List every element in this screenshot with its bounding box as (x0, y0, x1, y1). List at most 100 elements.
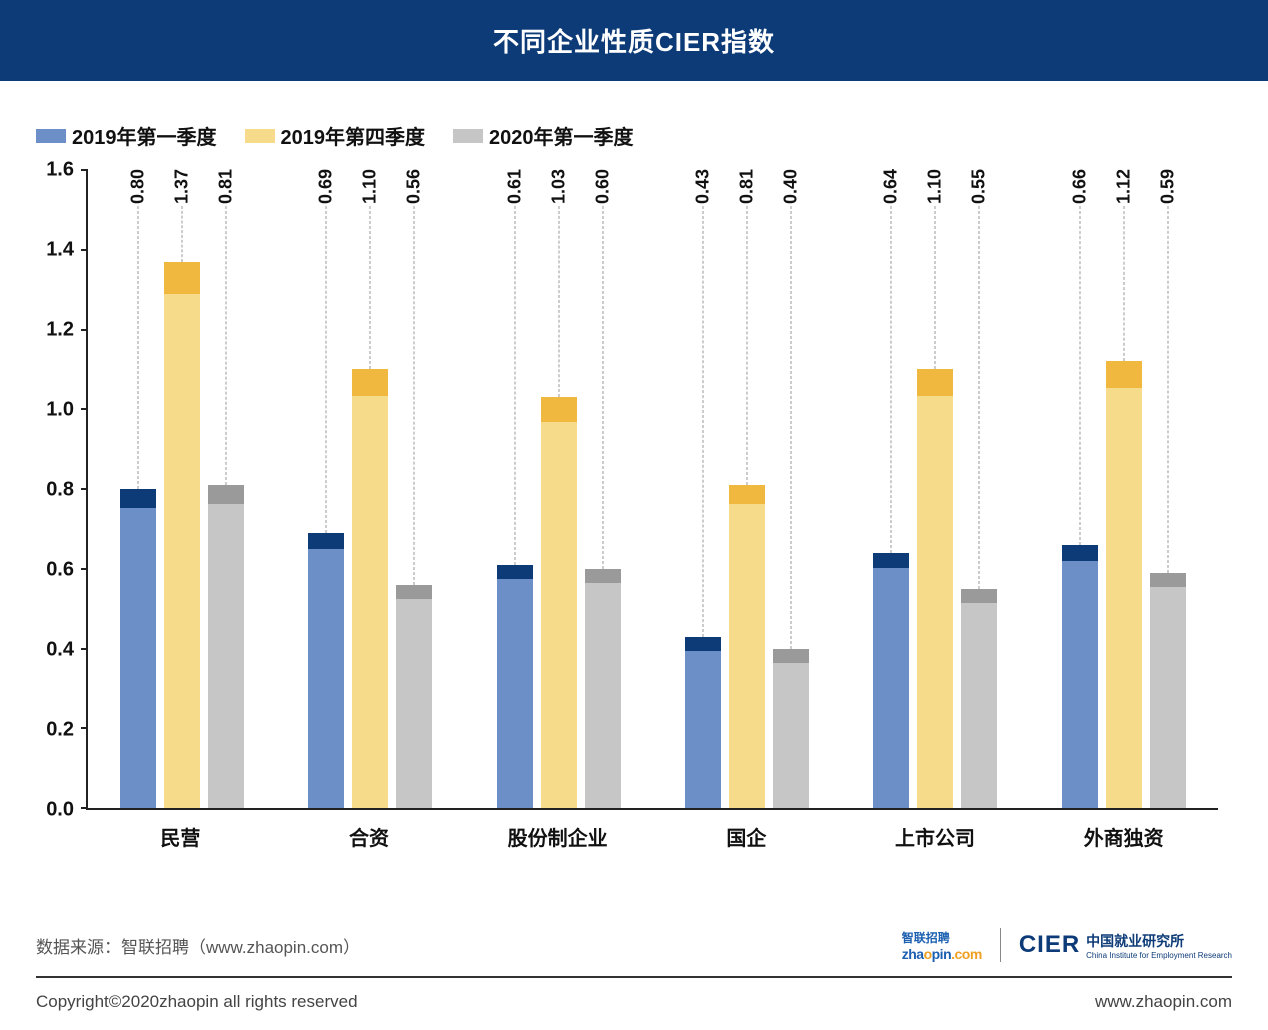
bar-column: 0.80 (120, 170, 156, 808)
value-label: 0.56 (404, 169, 425, 204)
bar-group: 0.64 1.10 0.55 (841, 170, 1029, 808)
bar-cap (585, 569, 621, 583)
legend-item: 2019年第四季度 (245, 121, 426, 150)
legend-item: 2019年第一季度 (36, 121, 217, 150)
bar-column: 0.61 (497, 170, 533, 808)
y-tick-mark (81, 727, 88, 729)
legend-label: 2019年第四季度 (281, 121, 426, 150)
bar (541, 397, 577, 808)
bar-cap (729, 485, 765, 504)
plot-area: 0.80 1.37 0.81 0.69 1.10 0.56 0.61 1.03 0.60 0.43… (86, 170, 1218, 810)
bar-cap (541, 397, 577, 422)
chart-title: 不同企业性质CIER指数 (0, 0, 1268, 81)
zhaopin-logo: 智联招聘 zhaopin.com (902, 929, 982, 962)
footer-url: www.zhaopin.com (1095, 992, 1232, 1012)
bar (120, 489, 156, 808)
y-axis: 0.00.20.40.60.81.01.21.41.6 (36, 170, 80, 810)
value-label: 1.10 (360, 169, 381, 204)
y-tick-mark (81, 169, 88, 171)
y-tick-mark (81, 329, 88, 331)
leader-line (1079, 206, 1080, 545)
bar (961, 589, 997, 808)
value-label: 0.64 (881, 169, 902, 204)
value-label: 1.03 (548, 169, 569, 204)
bar (1062, 545, 1098, 808)
bar-group: 0.43 0.81 0.40 (653, 170, 841, 808)
bar (685, 637, 721, 808)
bar-cap (308, 533, 344, 550)
bar (1106, 361, 1142, 808)
cier-logo-cn: 中国就业研究所 (1086, 931, 1232, 951)
bar-column: 0.40 (773, 170, 809, 808)
leader-line (935, 206, 936, 369)
cier-logo: CIER 中国就业研究所 China Institute for Employm… (1019, 931, 1232, 960)
y-tick-label: 0.2 (46, 719, 74, 742)
value-label: 0.40 (781, 169, 802, 204)
leader-line (414, 206, 415, 585)
value-label: 0.81 (216, 169, 237, 204)
value-label: 1.10 (925, 169, 946, 204)
leader-line (226, 206, 227, 485)
leader-line (370, 206, 371, 369)
y-tick-label: 0.6 (46, 559, 74, 582)
value-label: 1.12 (1113, 169, 1134, 204)
legend-label: 2019年第一季度 (72, 121, 217, 150)
legend-swatch (245, 129, 275, 143)
y-tick-mark (81, 249, 88, 251)
bar-column: 0.43 (685, 170, 721, 808)
data-source: 数据来源：智联招聘（www.zhaopin.com） (36, 933, 360, 958)
y-tick-mark (81, 488, 88, 490)
bar-column: 1.12 (1106, 170, 1142, 808)
leader-line (326, 206, 327, 533)
y-tick-label: 1.6 (46, 159, 74, 182)
value-label: 0.80 (128, 169, 149, 204)
bar-cap (1106, 361, 1142, 388)
value-label: 0.81 (737, 169, 758, 204)
bar-column: 1.03 (541, 170, 577, 808)
value-label: 0.69 (316, 169, 337, 204)
bar-cap (873, 553, 909, 568)
y-tick-mark (81, 648, 88, 650)
bar-column: 0.66 (1062, 170, 1098, 808)
bar (917, 369, 953, 808)
bar-column: 0.81 (729, 170, 765, 808)
y-tick-mark (81, 807, 88, 809)
leader-line (514, 206, 515, 565)
bar-cap (164, 262, 200, 295)
bar-column: 0.81 (208, 170, 244, 808)
leader-line (747, 206, 748, 485)
leader-line (1123, 206, 1124, 361)
bar-column: 1.10 (352, 170, 388, 808)
x-tick-label: 合资 (275, 814, 464, 850)
zhaopin-logo-en: zhaopin.com (902, 946, 982, 962)
bar-column: 0.55 (961, 170, 997, 808)
bar (873, 553, 909, 808)
bar (352, 369, 388, 808)
bar-column: 0.59 (1150, 170, 1186, 808)
bar-column: 1.37 (164, 170, 200, 808)
bar-column: 0.60 (585, 170, 621, 808)
bar (208, 485, 244, 808)
zhaopin-logo-cn: 智联招聘 (902, 929, 982, 946)
bar (164, 262, 200, 808)
bar-cap (208, 485, 244, 504)
x-axis-labels: 民营合资股份制企业国企上市公司外商独资 (86, 814, 1218, 850)
y-tick-mark (81, 408, 88, 410)
legend: 2019年第一季度 2019年第四季度 2020年第一季度 (0, 81, 1268, 170)
x-tick-label: 民营 (86, 814, 275, 850)
bar (497, 565, 533, 808)
bar (585, 569, 621, 808)
legend-item: 2020年第一季度 (453, 121, 634, 150)
leader-line (791, 206, 792, 649)
y-tick-label: 1.2 (46, 319, 74, 342)
value-label: 0.60 (592, 169, 613, 204)
leader-line (602, 206, 603, 569)
x-tick-label: 外商独资 (1029, 814, 1218, 850)
value-label: 0.66 (1069, 169, 1090, 204)
bar (729, 485, 765, 808)
legend-label: 2020年第一季度 (489, 121, 634, 150)
value-label: 0.61 (504, 169, 525, 204)
bar-cap (120, 489, 156, 508)
bar (773, 649, 809, 809)
bar-cap (961, 589, 997, 603)
